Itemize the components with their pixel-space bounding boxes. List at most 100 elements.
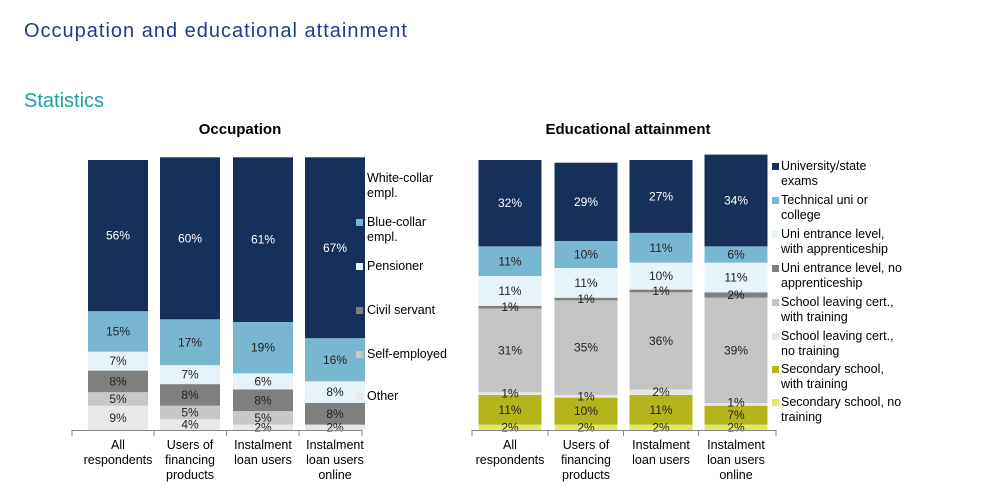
bar-segment bbox=[478, 305, 542, 309]
bar-stack bbox=[160, 157, 220, 430]
bar-stack bbox=[704, 154, 768, 430]
bar-label: 11% bbox=[649, 403, 672, 417]
bar-segment bbox=[629, 232, 693, 263]
bar-label: 2% bbox=[727, 420, 745, 434]
bar-stack bbox=[554, 162, 618, 430]
legend-item: University/state exams bbox=[772, 159, 866, 188]
bar-label: 2% bbox=[326, 420, 344, 434]
chart-0: Occupation9%5%8%7%15%56%4%5%8%7%17%60%2%… bbox=[71, 121, 447, 482]
bar-label: 1% bbox=[727, 395, 745, 409]
legend-swatch bbox=[772, 299, 779, 306]
bar-segment bbox=[478, 308, 542, 393]
legend-label: Civil servant bbox=[367, 303, 436, 317]
bar-label: 67% bbox=[323, 241, 347, 255]
bar-label: 1% bbox=[577, 389, 595, 403]
bar-label: 7% bbox=[181, 368, 199, 382]
bar-segment bbox=[629, 262, 693, 290]
bar-label: 8% bbox=[109, 374, 127, 388]
bar-segment bbox=[233, 389, 293, 412]
bar-label: 34% bbox=[724, 194, 748, 208]
bar-label: 39% bbox=[724, 343, 748, 357]
legend-swatch bbox=[772, 265, 779, 272]
legend-swatch bbox=[356, 307, 363, 314]
bar-label: 5% bbox=[109, 392, 127, 406]
bar-label: 8% bbox=[181, 388, 199, 402]
bar-segment bbox=[160, 405, 220, 420]
bar-segment bbox=[305, 424, 365, 430]
legend-item: School leaving cert., with training bbox=[772, 295, 894, 324]
bar-segment bbox=[478, 276, 542, 306]
bar-label: 2% bbox=[727, 288, 745, 302]
bar-label: 2% bbox=[501, 420, 519, 434]
bar-segment bbox=[478, 160, 542, 247]
legend-label: Secondary school, no training bbox=[781, 395, 901, 424]
legend-label: University/state exams bbox=[781, 159, 866, 188]
chart-title: Occupation bbox=[199, 121, 282, 138]
legend-label: Pensioner bbox=[367, 259, 423, 273]
bar-segment bbox=[629, 389, 693, 395]
legend-label: Uni entrance level, no apprenticeship bbox=[781, 261, 902, 290]
bar-label: 4% bbox=[181, 418, 199, 432]
bar-segment bbox=[554, 300, 618, 395]
bar-segment bbox=[478, 246, 542, 277]
bar-segment bbox=[704, 246, 768, 263]
bar-label: 56% bbox=[106, 229, 130, 243]
bar-segment bbox=[554, 297, 618, 301]
bar-segment bbox=[704, 424, 768, 430]
legend-label: School leaving cert., no training bbox=[781, 329, 894, 358]
legend-item: Technical uni or college bbox=[772, 193, 868, 222]
chart-1: Educational attainment 2% 11% 1% 31% 1% 11% 11%… bbox=[471, 121, 902, 482]
bar-segment bbox=[554, 424, 618, 430]
bar-stack bbox=[88, 160, 148, 430]
bar-label: 8% bbox=[326, 385, 344, 399]
legend-item: White-collar empl. bbox=[356, 171, 433, 200]
bar-label: 9% bbox=[109, 411, 127, 425]
legend-item: Other bbox=[356, 389, 398, 403]
bar-segment bbox=[305, 381, 365, 403]
bar-segment bbox=[704, 405, 768, 425]
bar-segment bbox=[88, 370, 148, 393]
legend-swatch bbox=[356, 175, 363, 182]
bar-label: 6% bbox=[254, 374, 272, 388]
bar-segment bbox=[629, 292, 693, 390]
bar-label: 16% bbox=[323, 353, 347, 367]
bar-segment bbox=[233, 424, 293, 430]
legend-swatch bbox=[772, 197, 779, 204]
legend-swatch bbox=[356, 263, 363, 270]
legend-label: Technical uni or college bbox=[781, 193, 868, 222]
legend-swatch bbox=[772, 366, 779, 373]
bar-segment bbox=[704, 297, 768, 403]
bar-segment bbox=[629, 160, 693, 233]
legend-swatch bbox=[772, 399, 779, 406]
bar-label: 1% bbox=[652, 284, 670, 298]
category-label: Instalment loan users online bbox=[306, 438, 364, 482]
bar-segment bbox=[704, 262, 768, 293]
bar-segment bbox=[160, 157, 220, 320]
bar-segment bbox=[88, 405, 148, 430]
legend-swatch bbox=[772, 333, 779, 340]
bar-label: 2% bbox=[652, 385, 670, 399]
bar-segment bbox=[160, 384, 220, 406]
chart-title: Educational attainment bbox=[545, 121, 710, 138]
bar-segment bbox=[704, 403, 768, 406]
bar-segment bbox=[554, 394, 618, 398]
bar-segment bbox=[88, 160, 148, 312]
legend-item: Uni entrance level, with apprenticeship bbox=[772, 227, 888, 256]
legend-swatch bbox=[356, 219, 363, 226]
bar-label: 8% bbox=[254, 393, 272, 407]
legend-label: Uni entrance level, with apprenticeship bbox=[780, 227, 888, 256]
legend-item: Secondary school, no training bbox=[772, 395, 901, 424]
bar-label: 10% bbox=[649, 269, 673, 283]
bar-label: 15% bbox=[106, 324, 130, 338]
bar-stack bbox=[478, 160, 542, 430]
bar-label: 6% bbox=[727, 248, 745, 262]
bar-label: 31% bbox=[498, 343, 522, 357]
category-label: All respondents bbox=[84, 438, 153, 467]
section-title: Statistics bbox=[24, 90, 105, 112]
legend-item: Pensioner bbox=[356, 259, 423, 273]
bar-segment bbox=[233, 411, 293, 425]
bar-label: 35% bbox=[574, 341, 598, 355]
bar-label: 61% bbox=[251, 233, 275, 247]
category-label: Instalment loan users bbox=[234, 438, 292, 467]
bar-label: 11% bbox=[498, 284, 521, 298]
